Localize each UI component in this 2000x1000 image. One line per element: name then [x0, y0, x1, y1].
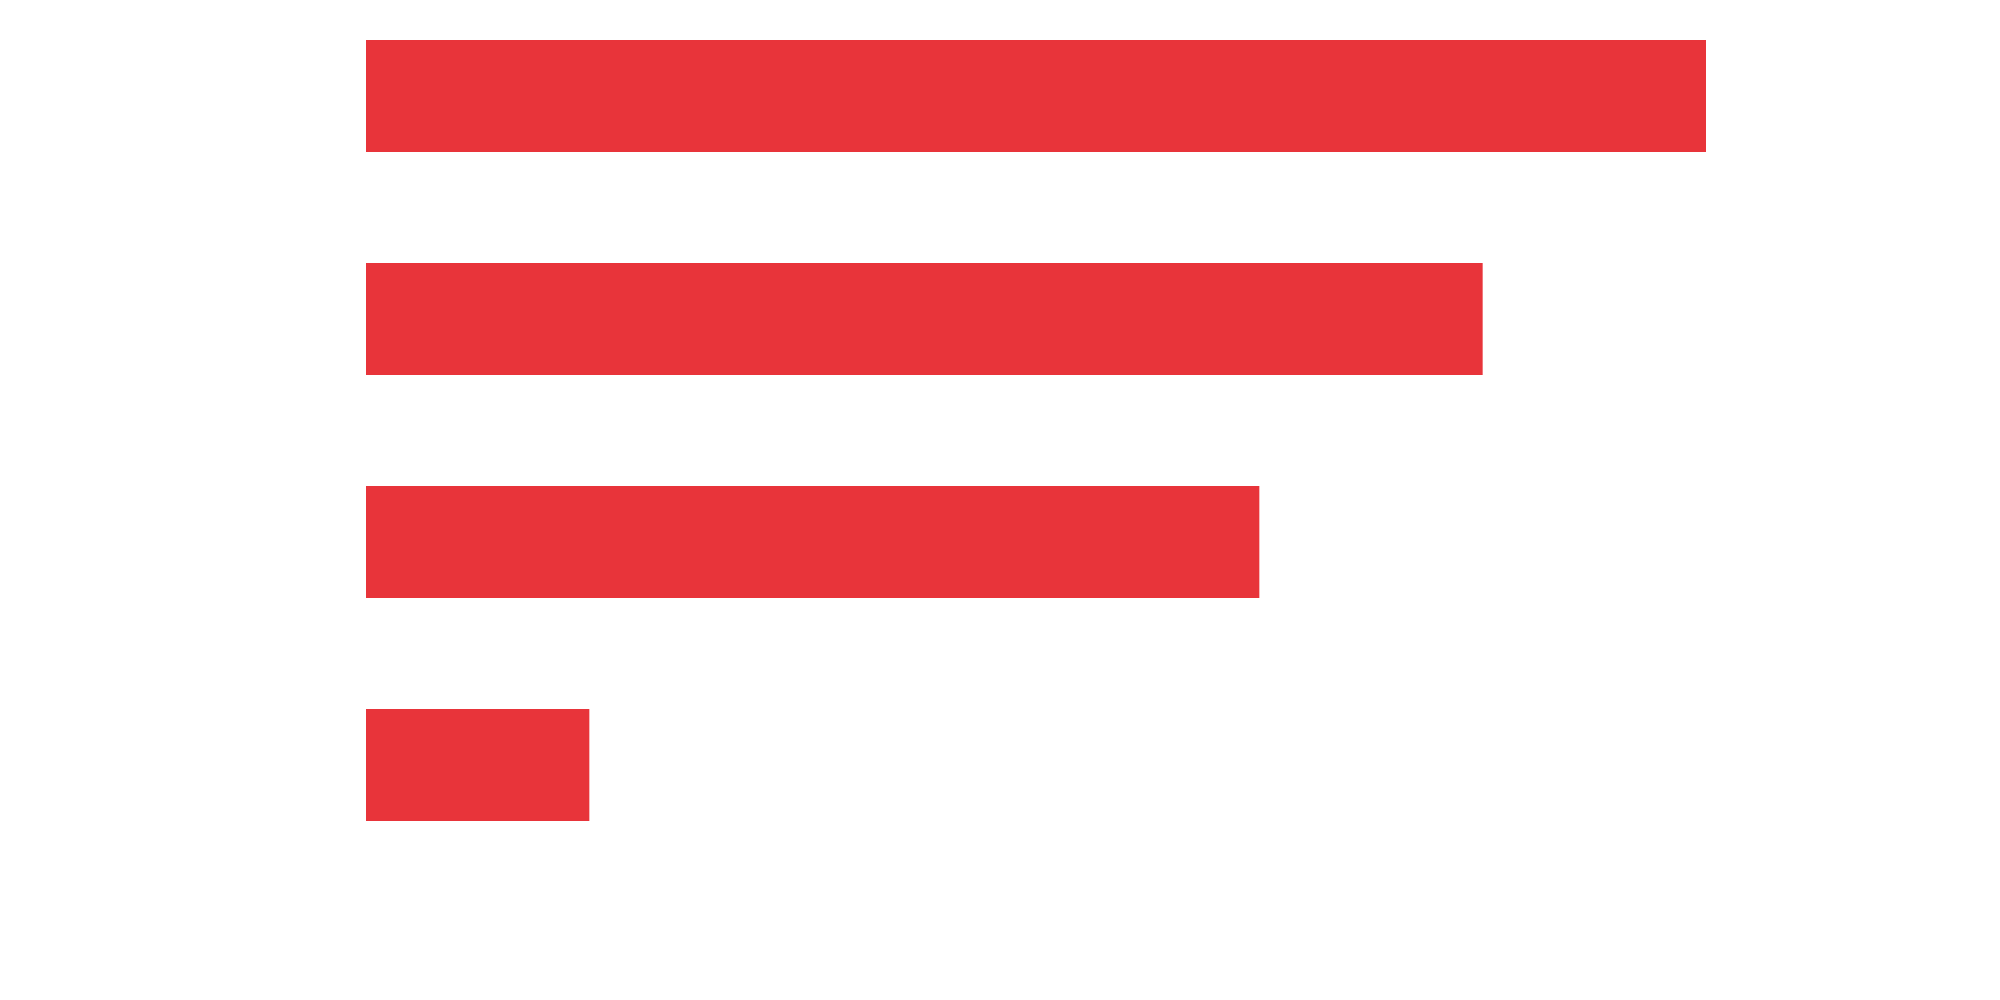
- bar-2: [366, 263, 1483, 375]
- bar-4: [366, 709, 590, 821]
- bar-3: [366, 486, 1260, 598]
- bars-group: [366, 40, 1706, 821]
- bar-1: [366, 40, 1706, 152]
